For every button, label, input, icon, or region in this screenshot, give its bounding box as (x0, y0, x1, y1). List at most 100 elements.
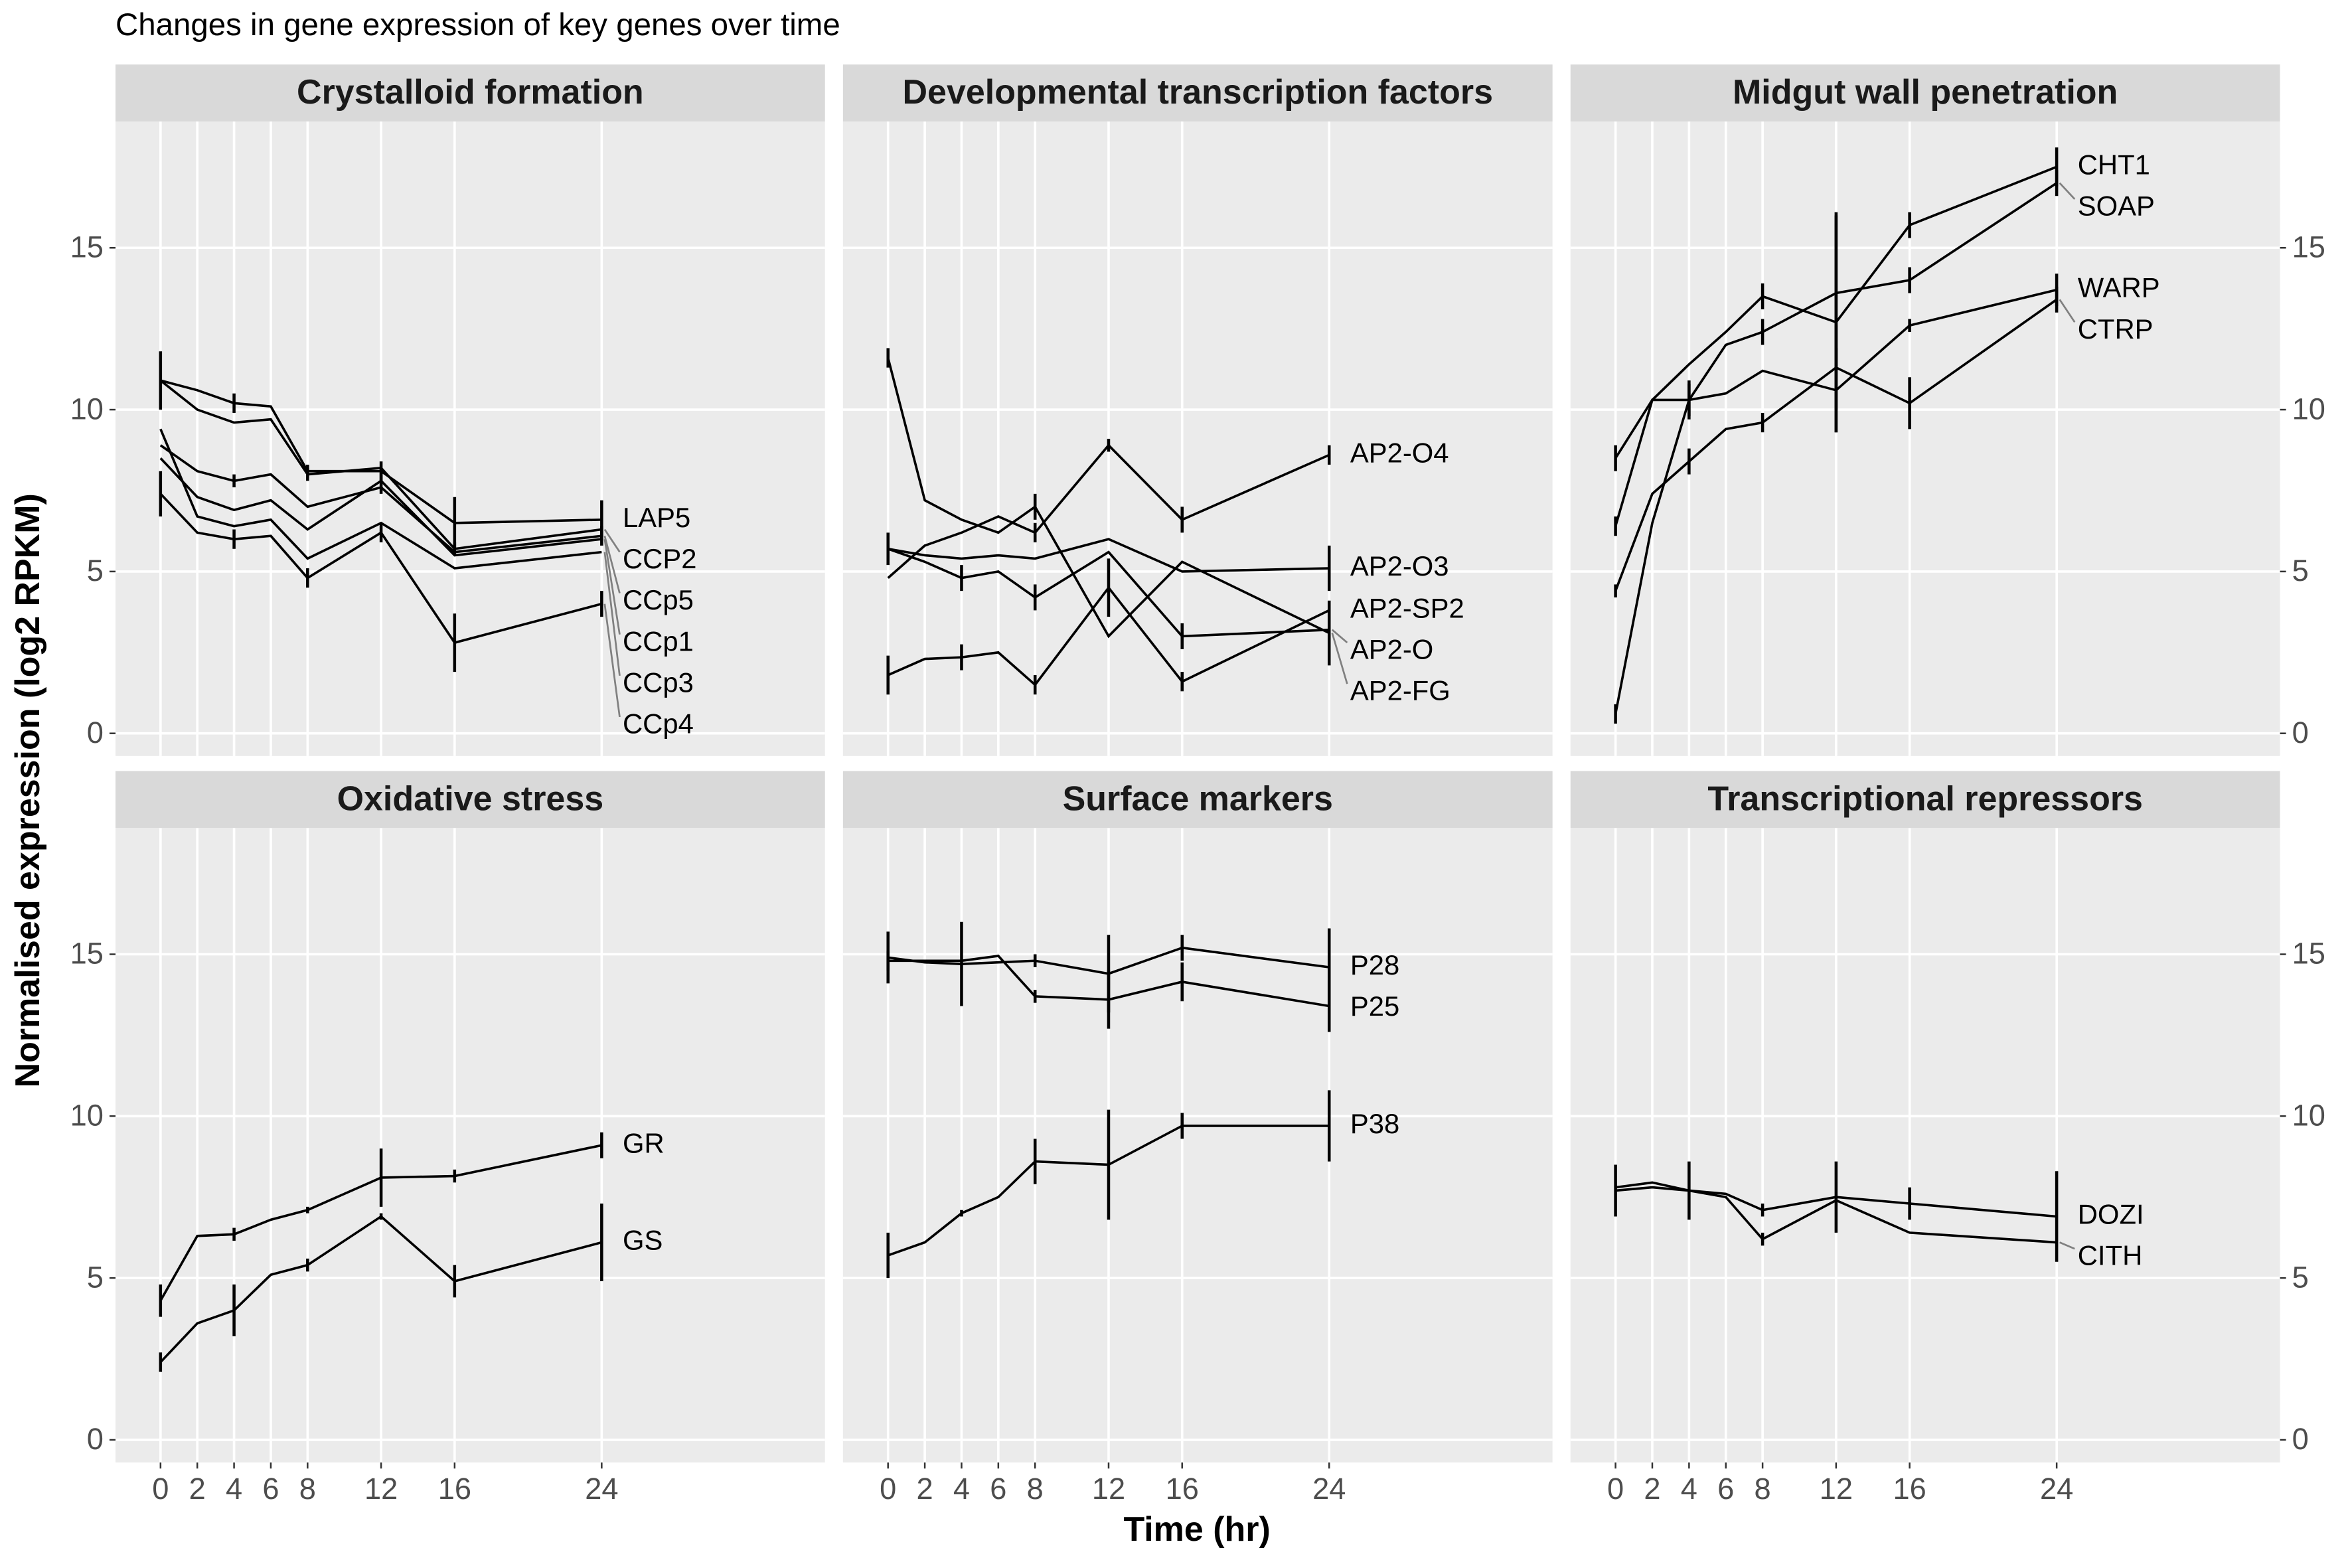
series-line (887, 586, 1330, 687)
x-tick-label: 0 (1607, 1472, 1624, 1506)
series-label: SOAP (2078, 191, 2155, 222)
x-tick-label: 2 (917, 1472, 933, 1506)
panel (115, 828, 825, 1463)
y-tick-label: 15 (2292, 937, 2325, 971)
x-tick-label: 2 (1644, 1472, 1660, 1506)
series-line (159, 428, 602, 570)
x-tick-label: 12 (1092, 1472, 1125, 1506)
y-tick-label: 15 (70, 230, 104, 264)
y-tick-label: 0 (2292, 716, 2309, 749)
strip (842, 64, 1553, 122)
y-tick-label: 5 (87, 554, 104, 588)
x-tick-label: 4 (1681, 1472, 1697, 1506)
series-line (888, 955, 1330, 1008)
series-label: GS (623, 1225, 663, 1256)
strip (1570, 771, 2280, 828)
series-label: CITH (2078, 1240, 2143, 1271)
series-label: LAP5 (623, 502, 690, 533)
y-tick-label: 0 (87, 1422, 104, 1456)
x-tick-label: 24 (585, 1472, 618, 1506)
strip-title: Developmental transcription factors (903, 73, 1493, 112)
strip-title: Crystalloid formation (297, 73, 644, 112)
y-tick-label: 10 (70, 392, 104, 426)
series-label: P38 (1350, 1108, 1399, 1139)
strip (842, 771, 1553, 828)
series-label: CCp5 (623, 584, 694, 615)
x-tick-label: 16 (1166, 1472, 1199, 1506)
x-tick-label: 8 (1027, 1472, 1044, 1506)
y-axis-title: Normalised expression (log2 RPKM) (9, 493, 47, 1087)
x-axis-title: Time (hr) (1123, 1510, 1270, 1549)
series-label: CTRP (2078, 313, 2154, 345)
series-label: AP2-O (1350, 634, 1433, 665)
label-leader (603, 538, 621, 635)
chart-title: Changes in gene expression of key genes … (116, 7, 840, 42)
x-tick-label: 8 (299, 1472, 316, 1506)
series-label: CHT1 (2078, 149, 2150, 180)
x-tick-label: 24 (1312, 1472, 1346, 1506)
series-line (888, 548, 1330, 638)
series-label: CCP2 (623, 543, 696, 574)
strip (115, 64, 825, 122)
series-line (159, 457, 602, 557)
strip (1570, 64, 2280, 122)
label-leader (1331, 633, 1348, 684)
series-line (1614, 182, 2058, 714)
label-leader (1331, 629, 1348, 644)
series-line (888, 538, 1330, 573)
series-line (159, 379, 602, 550)
x-tick-label: 0 (880, 1472, 896, 1506)
x-tick-label: 2 (189, 1472, 206, 1506)
series-line (1614, 165, 2057, 459)
y-tick-label: 15 (2292, 230, 2325, 264)
strip-title: Surface markers (1063, 779, 1333, 818)
series-label: AP2-O4 (1350, 437, 1449, 468)
series-line (160, 379, 602, 524)
y-tick-label: 10 (2292, 1099, 2325, 1133)
strip (115, 771, 825, 828)
label-leader (2059, 182, 2076, 200)
series-line (888, 1125, 1330, 1257)
series-label: AP2-SP2 (1350, 592, 1464, 623)
label-leader (603, 528, 621, 553)
x-tick-label: 12 (364, 1472, 398, 1506)
series-label: WARP (2078, 272, 2160, 303)
label-leader (603, 603, 621, 718)
series-line (159, 493, 602, 645)
strip-title: Midgut wall penetration (1733, 73, 2118, 112)
strip-title: Oxidative stress (337, 779, 604, 818)
panel (115, 121, 825, 756)
label-leader (2059, 1241, 2075, 1250)
x-tick-label: 6 (262, 1472, 279, 1506)
series-line (1615, 1186, 2057, 1218)
panel (1570, 828, 2280, 1463)
y-tick-label: 0 (2292, 1422, 2309, 1456)
x-tick-label: 6 (990, 1472, 1006, 1506)
series-line (1614, 298, 2058, 591)
x-tick-label: 8 (1755, 1472, 1771, 1506)
x-tick-label: 0 (152, 1472, 169, 1506)
series-line (888, 946, 1330, 975)
y-tick-label: 5 (87, 1260, 104, 1294)
series-label: CCp4 (623, 708, 694, 740)
series-line (1614, 288, 2057, 527)
y-tick-label: 5 (2292, 554, 2309, 588)
x-tick-label: 24 (2040, 1472, 2073, 1506)
series-line (886, 357, 1330, 639)
x-tick-label: 4 (226, 1472, 242, 1506)
label-leader (603, 552, 621, 676)
series-label: CCp1 (623, 625, 694, 657)
x-tick-label: 16 (1893, 1472, 1926, 1506)
strip-title: Transcriptional repressors (1707, 779, 2143, 818)
series-label: AP2-FG (1350, 675, 1450, 706)
x-tick-label: 4 (953, 1472, 970, 1506)
series-label: P28 (1350, 949, 1399, 980)
series-label: GR (623, 1127, 665, 1158)
y-tick-label: 10 (70, 1099, 104, 1133)
x-tick-label: 6 (1717, 1472, 1734, 1506)
panel (842, 828, 1553, 1463)
y-tick-label: 5 (2292, 1260, 2309, 1294)
series-label: P25 (1350, 990, 1399, 1022)
